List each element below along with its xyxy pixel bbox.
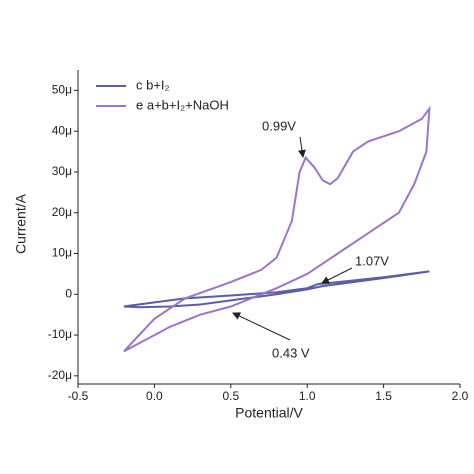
- annotation-arrow: [298, 136, 306, 158]
- x-tick-label: 0.5: [222, 389, 239, 403]
- annotation: 0.99V: [262, 118, 296, 133]
- legend-label: e a+b+I₂+NaOH: [136, 97, 229, 112]
- x-tick-label: 2.0: [452, 389, 469, 403]
- series-line: [123, 105, 431, 353]
- y-tick-label: -20μ: [48, 368, 72, 382]
- annotation-arrow: [321, 267, 353, 284]
- y-axis-label: Current/A: [13, 193, 29, 254]
- series-line: [123, 270, 430, 309]
- y-tick-label: 0: [65, 286, 72, 300]
- x-tick-label: 1.5: [375, 389, 392, 403]
- y-tick-label: -10μ: [48, 327, 72, 341]
- y-tick-label: 30μ: [52, 164, 72, 178]
- y-tick-label: 40μ: [52, 123, 72, 137]
- x-axis-label: Potential/V: [235, 405, 303, 421]
- x-tick-label: -0.5: [68, 389, 89, 403]
- x-tick-label: 1.0: [299, 389, 316, 403]
- annotation: 0.43 V: [272, 345, 310, 360]
- annotation-arrow: [232, 312, 291, 341]
- y-tick-label: 10μ: [52, 246, 72, 260]
- x-tick-label: 0.0: [146, 389, 163, 403]
- legend-label: c b+I₂: [136, 77, 170, 92]
- y-tick-label: 50μ: [52, 83, 72, 97]
- annotation: 1.07V: [355, 253, 389, 268]
- y-tick-label: 20μ: [52, 205, 72, 219]
